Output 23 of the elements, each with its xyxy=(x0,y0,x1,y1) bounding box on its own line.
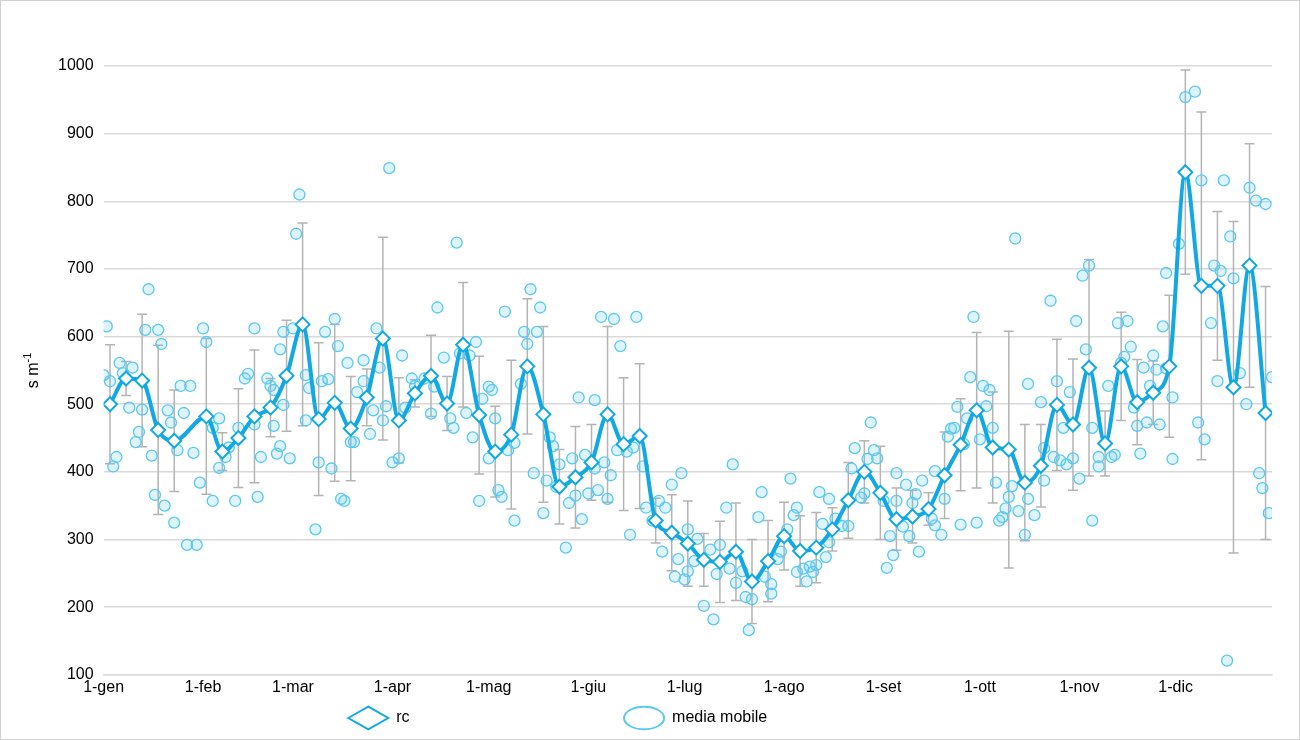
y-tick-label: 600 xyxy=(66,326,94,344)
x-tick-label: 1-lug xyxy=(666,677,703,695)
legend-label: media mobile xyxy=(672,708,972,726)
x-tick-label: 1-dic xyxy=(1158,677,1194,695)
x-tick-label: 1-nov xyxy=(1059,677,1100,695)
legend-label: rc xyxy=(396,708,615,726)
x-tick-label: 1-set xyxy=(865,677,902,695)
x-tick-label: 1-giu xyxy=(570,677,607,695)
x-tick-label: 1-feb xyxy=(184,677,222,695)
y-tick-label: 1000 xyxy=(58,56,94,74)
y-tick-label: 800 xyxy=(66,191,94,209)
x-tick-label: 1-mag xyxy=(466,677,512,695)
y-tick-label: 500 xyxy=(66,394,94,412)
y-tick-label: 200 xyxy=(66,597,94,615)
y-tick-label: 400 xyxy=(66,462,94,480)
y-tick-label: 300 xyxy=(66,529,94,547)
y-tick-label: 700 xyxy=(66,259,94,277)
y-tick-label: 900 xyxy=(66,124,94,142)
x-tick-label: 1-apr xyxy=(373,677,412,695)
x-tick-label: 1-ott xyxy=(963,677,997,695)
x-tick-label: 1-mar xyxy=(272,677,315,695)
x-tick-label: 1-ago xyxy=(763,677,805,695)
y-axis-title: s m-1 xyxy=(21,352,41,389)
